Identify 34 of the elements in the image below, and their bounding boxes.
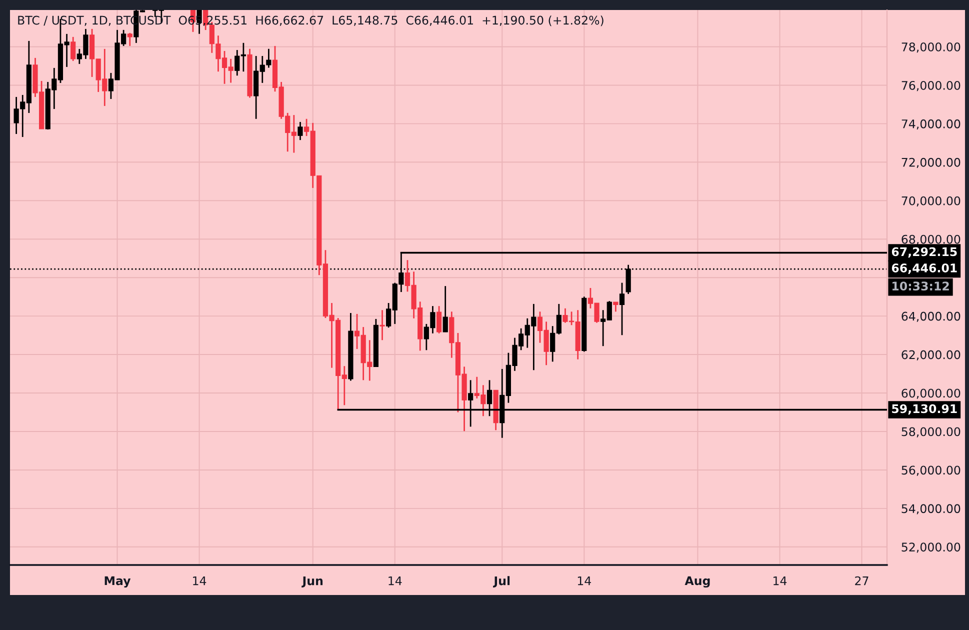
y-tick-label: 68,000.00 [902,234,960,245]
ref-line-label: 66,446.01 [892,264,957,274]
text: 10:33:12 [892,282,949,290]
y-tick-label: 58,000.00 [902,427,960,438]
y-tick-label: 78,000.00 [902,42,960,53]
candlestick [380,309,385,341]
y-tick-label: 72,000.00 [902,158,960,168]
y-tick-label: 56,000.00 [902,466,960,476]
candlestick [436,305,442,334]
y-tick-label: 62,000.00 [902,350,960,360]
x-tick-label: 14 [193,576,206,586]
y-tick-label: 74,000.00 [902,119,960,130]
x-tick-label: 14 [774,576,787,586]
candlestick [442,285,448,333]
candlestick [619,282,625,336]
x-tick-label: 27 [855,576,868,586]
x-tick-label: 14 [388,576,402,586]
x-tick-label: Jul [493,576,510,588]
y-tick-label: 76,000.00 [902,80,960,92]
data-label: 59,130.91 [892,404,957,415]
y-tick-label: 54,000.00 [902,504,960,514]
candlestick [298,121,303,141]
y-tick-label: 60,000.00 [902,388,960,399]
x-tick-label: 14 [578,576,591,586]
candlestick [127,32,132,47]
y-tick-label: 64,000.00 [902,312,960,322]
x-tick-label: Aug [684,576,710,588]
x-tick-label: May [104,576,131,588]
data-label: 67,292.15 [892,247,957,258]
y-tick-label: 52,000.00 [902,542,960,553]
y-tick-label: 70,000.00 [902,196,960,206]
candlestick [613,301,618,312]
candlestick [70,36,76,62]
x-tick-label: Jun [302,576,323,588]
